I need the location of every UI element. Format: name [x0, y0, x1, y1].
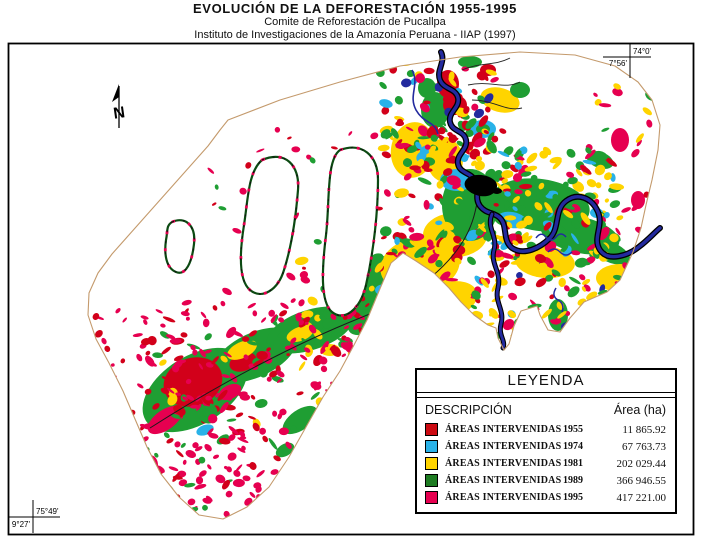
legend-separator: [417, 393, 675, 398]
legend-swatch-1981: [425, 457, 438, 470]
svg-text:N: N: [112, 104, 126, 122]
legend-row-1981: ÁREAS INTERVENIDAS 1981 202 029.44: [417, 455, 675, 472]
lake-blob-tail: [492, 188, 502, 194]
legend-row-1989: ÁREAS INTERVENIDAS 1989 366 946.55: [417, 472, 675, 489]
legend-swatch-1974: [425, 440, 438, 453]
map-title: EVOLUCIÓN DE LA DEFORESTACIÓN 1955-1995: [193, 1, 517, 16]
legend-swatch-1995: [425, 491, 438, 504]
legend-row-1955: ÁREAS INTERVENIDAS 1955 11 865.92: [417, 421, 675, 438]
legend-header-row: DESCRIPCIÓN Área (ha): [417, 398, 675, 420]
coordinate-crosshair-top-right: 74°0' 7°56': [603, 44, 652, 78]
legend-col-area: Área (ha): [613, 403, 666, 417]
lon-label-bottom-left: 75°49': [36, 507, 59, 516]
map-frame: [7, 42, 695, 536]
lon-label-top-right: 74°0': [633, 47, 652, 56]
map-subtitle-institute: Instituto de Investigaciones de la Amazo…: [194, 29, 516, 41]
legend-row-1974: ÁREAS INTERVENIDAS 1974 67 763.73: [417, 438, 675, 455]
lat-label-top-right: 7°56': [609, 59, 628, 68]
lat-label-bottom-left: 9°27': [12, 520, 31, 529]
map-subtitle-committee: Comite de Reforestación de Pucallpa: [264, 16, 446, 28]
north-arrow-icon: N: [112, 84, 126, 128]
river-network: [411, 49, 663, 351]
lake-blob: [464, 174, 498, 197]
title-block: EVOLUCIÓN DE LA DEFORESTACIÓN 1955-1995 …: [0, 1, 710, 41]
forest-remnant-lobes: [163, 146, 380, 317]
coordinate-crosshair-bottom-left: 75°49' 9°27': [9, 500, 60, 533]
legend-row-1995: ÁREAS INTERVENIDAS 1995 417 221.00: [417, 489, 675, 506]
study-area-boundary: [87, 51, 661, 520]
legend-title: LEYENDA: [417, 370, 675, 393]
legend-rows: ÁREAS INTERVENIDAS 1955 11 865.92 ÁREAS …: [417, 420, 675, 512]
legend-col-description: DESCRIPCIÓN: [425, 403, 512, 417]
legend-swatch-1989: [425, 474, 438, 487]
legend-box: LEYENDA DESCRIPCIÓN Área (ha) ÁREAS INTE…: [415, 368, 677, 514]
legend-swatch-1955: [425, 423, 438, 436]
